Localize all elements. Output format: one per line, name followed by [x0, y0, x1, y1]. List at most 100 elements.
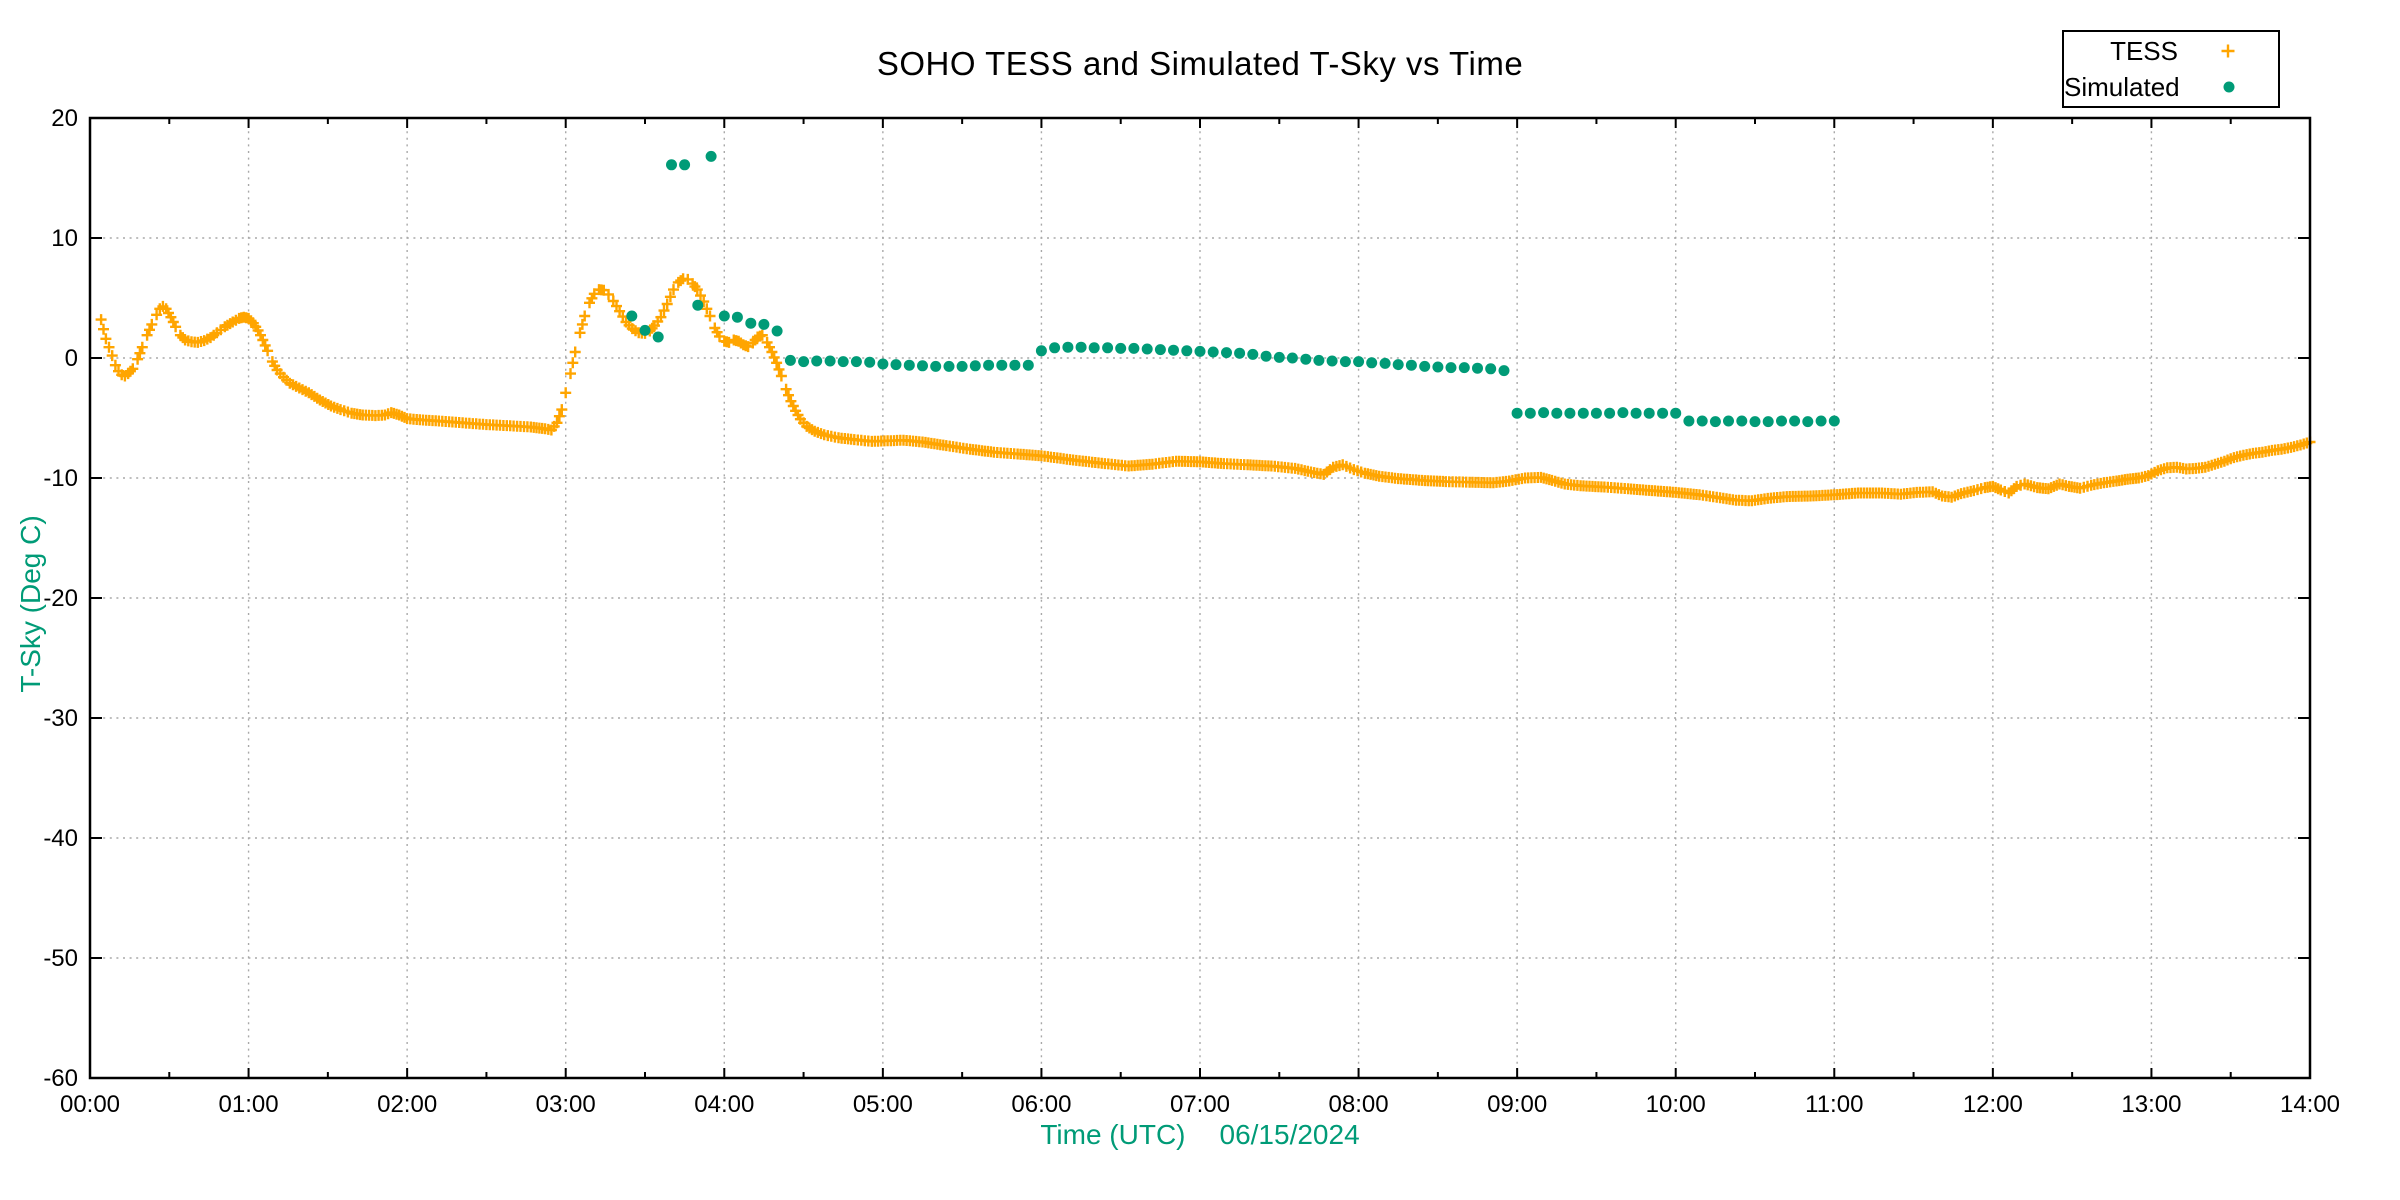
simulated-point	[1828, 415, 1840, 427]
simulated-point	[1181, 345, 1193, 357]
simulated-series	[626, 150, 1840, 428]
x-tick-label: 08:00	[1329, 1091, 1389, 1118]
simulated-point	[1670, 407, 1682, 419]
simulated-point	[811, 355, 823, 367]
x-tick-label: 13:00	[2121, 1091, 2181, 1118]
simulated-point	[1273, 351, 1285, 363]
simulated-point	[1590, 407, 1602, 419]
simulated-point	[850, 356, 862, 368]
simulated-point	[1049, 342, 1061, 354]
simulated-point	[1286, 352, 1298, 364]
y-tick-label: -30	[43, 705, 78, 732]
simulated-point	[1657, 407, 1669, 419]
simulated-point	[877, 358, 889, 370]
simulated-point	[890, 359, 902, 371]
legend-item-simulated: Simulated	[2064, 69, 2278, 105]
legend: TESS Simulated	[2062, 30, 2280, 108]
y-tick-label: -40	[43, 825, 78, 852]
tess-series	[95, 273, 2316, 507]
simulated-point	[1538, 407, 1550, 419]
simulated-point	[1762, 416, 1774, 428]
x-tick-label: 09:00	[1487, 1091, 1547, 1118]
simulated-point	[731, 311, 743, 323]
x-tick-labels: 00:00 01:00 02:00 03:00 04:00 05:00 06:00 07:00…	[60, 1091, 2340, 1118]
simulated-point	[1472, 362, 1483, 374]
x-grid	[247, 118, 2153, 1078]
simulated-point	[1709, 416, 1721, 428]
legend-item-tess: TESS	[2064, 33, 2278, 69]
simulated-point	[666, 159, 677, 171]
simulated-point	[1353, 356, 1365, 368]
y-tick-label: -20	[43, 585, 78, 612]
simulated-point	[1326, 355, 1338, 367]
simulated-point	[1035, 345, 1047, 357]
simulated-point	[1458, 362, 1470, 374]
y-tick-label: -60	[43, 1065, 78, 1092]
simulated-point	[903, 359, 915, 371]
simulated-point	[943, 360, 955, 372]
simulated-point	[745, 317, 757, 329]
x-tick-label: 12:00	[1963, 1091, 2023, 1118]
simulated-point	[1221, 347, 1232, 359]
x-tick-label: 01:00	[219, 1091, 279, 1118]
simulated-point	[1300, 353, 1312, 365]
simulated-point	[784, 354, 796, 366]
y-tick-label: -50	[43, 945, 78, 972]
simulated-point	[758, 318, 770, 330]
simulated-point	[969, 360, 981, 372]
chart-title: SOHO TESS and Simulated T-Sky vs Time	[876, 45, 1524, 82]
simulated-point	[1683, 415, 1695, 427]
simulated-point	[1445, 362, 1457, 374]
simulated-point	[798, 356, 810, 368]
simulated-point	[1075, 341, 1087, 353]
x-axis-label: Time (UTC) 06/15/2024	[90, 1118, 2310, 1152]
simulated-point	[692, 299, 704, 311]
simulated-point	[930, 360, 942, 372]
simulated-point	[1604, 407, 1616, 419]
simulated-point	[1511, 407, 1523, 419]
x-tick-label: 06:00	[1011, 1091, 1071, 1118]
simulated-point	[1154, 344, 1166, 356]
x-tick-label: 10:00	[1646, 1091, 1706, 1118]
simulated-point	[1009, 359, 1021, 371]
simulated-point	[1617, 407, 1629, 419]
simulated-point	[1168, 344, 1179, 356]
simulated-point	[1498, 365, 1510, 377]
simulated-point	[1696, 415, 1708, 427]
simulated-point	[1194, 345, 1206, 357]
simulated-point	[1723, 415, 1734, 427]
y-tick-label: 10	[51, 225, 78, 252]
simulated-point	[1736, 415, 1748, 427]
simulated-point	[1379, 357, 1391, 369]
y-axis-label: T-Sky (Deg C)	[15, 515, 46, 693]
simulated-point	[652, 331, 664, 343]
simulated-point	[1405, 359, 1417, 371]
simulated-point	[1485, 363, 1497, 375]
simulated-point	[1815, 415, 1827, 427]
date-label: 06/15/2024	[1219, 1119, 1360, 1150]
y-tick-label: 0	[65, 345, 78, 372]
simulated-point	[1630, 407, 1642, 419]
simulated-point	[626, 310, 638, 322]
simulated-point	[1551, 407, 1563, 419]
simulated-point	[864, 356, 876, 368]
dot-marker-icon	[2180, 79, 2278, 95]
simulated-point	[837, 356, 849, 368]
plot-border	[88, 116, 2312, 1080]
simulated-point	[996, 359, 1008, 371]
x-tick-label: 07:00	[1170, 1091, 1230, 1118]
simulated-point	[1207, 346, 1219, 358]
simulated-point	[1088, 342, 1100, 354]
legend-label-tess: TESS	[2110, 35, 2178, 66]
x-tick-label: 05:00	[853, 1091, 913, 1118]
simulated-point	[1432, 361, 1444, 373]
simulated-point	[1260, 350, 1272, 362]
simulated-point	[1789, 415, 1801, 427]
simulated-point	[956, 360, 968, 372]
x-tick-label: 02:00	[377, 1091, 437, 1118]
y-tick-labels: 20 10 0 -10 -20 -30 -40 -50 -60	[43, 105, 78, 1092]
simulated-point	[1802, 416, 1814, 428]
simulated-point	[1577, 407, 1589, 419]
